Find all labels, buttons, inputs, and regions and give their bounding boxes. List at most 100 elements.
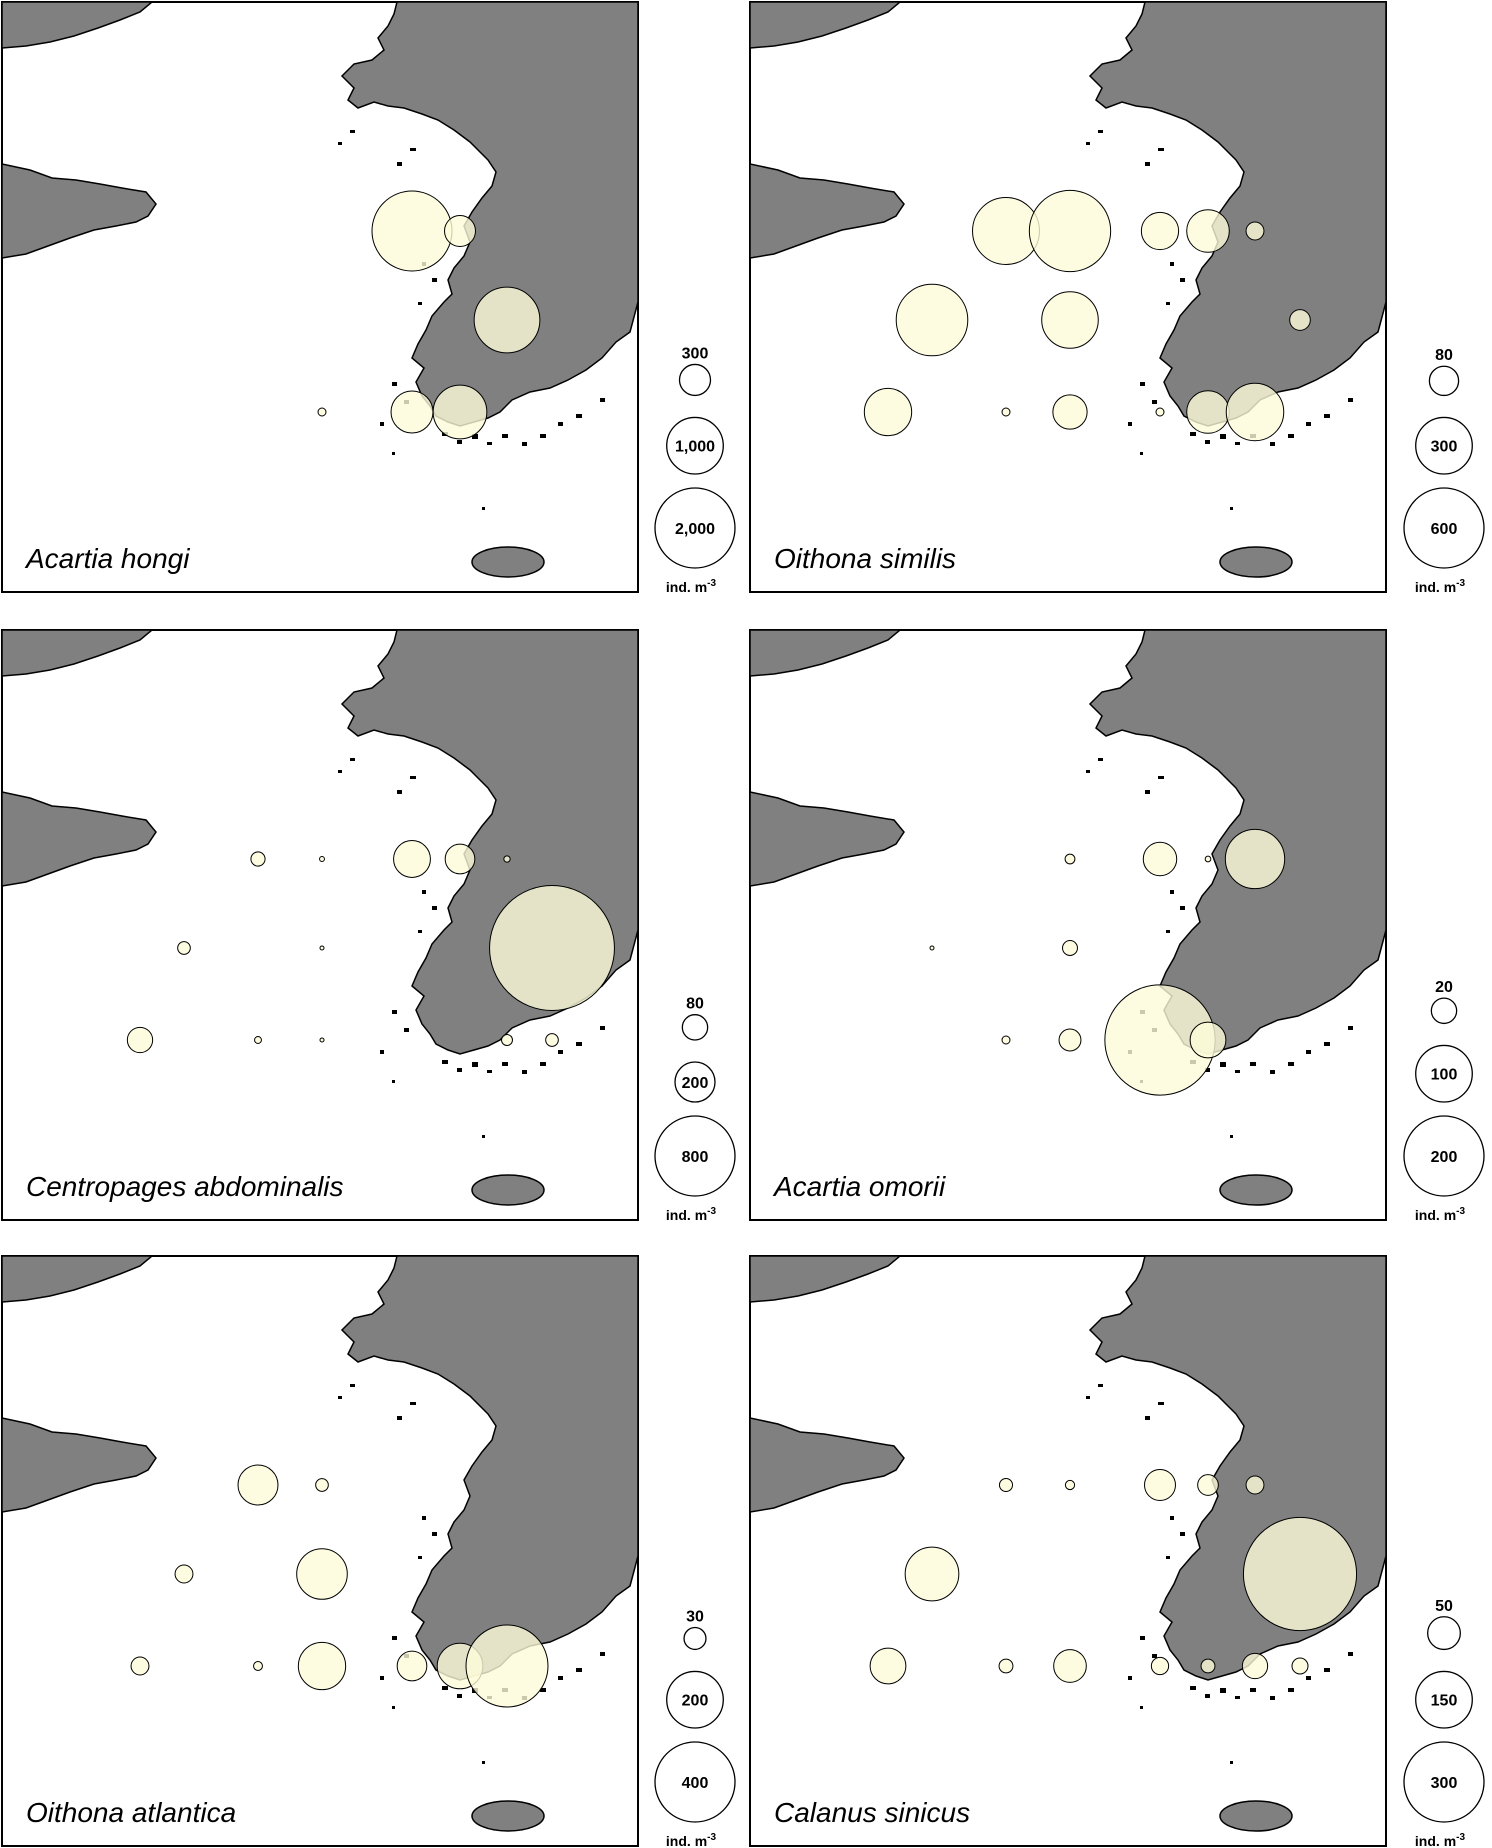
station-abundance-bubble <box>863 387 913 437</box>
station-abundance-bubble <box>489 885 615 1011</box>
legend-value: 50 <box>1435 1598 1453 1615</box>
legend-circle <box>1430 997 1458 1025</box>
legend-circle <box>1415 1670 1473 1729</box>
legend-circle <box>1403 1741 1485 1823</box>
station-abundance-bubble <box>1241 1652 1269 1680</box>
legend-circle <box>1415 416 1473 475</box>
legend-circle <box>678 363 712 397</box>
legend-unit-base: ind. m <box>666 1833 707 1848</box>
station-abundance-bubble <box>929 945 935 951</box>
station-abundance-bubble <box>1291 1657 1309 1675</box>
legend-unit-base: ind. m <box>666 1207 707 1223</box>
station-abundance-bubble <box>1245 1475 1265 1495</box>
station-abundance-bubble <box>1242 1516 1358 1632</box>
station-abundance-bubble <box>1197 1474 1219 1496</box>
legend-value: 300 <box>682 345 709 362</box>
map-panel: Calanus sinicus <box>750 1256 1386 1846</box>
legend-circle <box>654 487 736 569</box>
legend-unit-base: ind. m <box>666 579 707 595</box>
station-abundance-bubble <box>503 855 511 863</box>
station-abundance-bubble <box>1186 209 1230 253</box>
station-abundance-bubble <box>254 1036 262 1044</box>
station-abundance-bubble <box>473 286 541 354</box>
map-panel: Acartia hongi <box>2 2 638 592</box>
station-abundance-bubble <box>253 1661 263 1671</box>
map-panel: Oithona similis <box>750 2 1386 592</box>
station-abundance-bubble <box>869 1647 907 1685</box>
station-abundance-bubble <box>1245 221 1265 241</box>
station-abundance-bubble <box>396 1650 428 1682</box>
legend-unit: ind. m-3 <box>1415 1206 1466 1223</box>
station-abundance-bubble <box>1041 291 1099 349</box>
legend-unit: ind. m-3 <box>666 1206 717 1223</box>
legend-value: 2,000 <box>675 521 715 538</box>
station-abundance-bubble <box>1001 407 1011 417</box>
legend-unit: ind. m-3 <box>666 1832 717 1848</box>
station-abundance-bubble <box>444 843 476 875</box>
station-abundance-bubble <box>1155 407 1165 417</box>
legend-unit-exponent: -3 <box>1456 578 1465 589</box>
legend-circle <box>681 1014 709 1041</box>
legend-value: 1,000 <box>675 439 715 456</box>
size-legend: 30 200 400 ind. m-3 <box>654 1609 736 1848</box>
station-abundance-bubble <box>1028 189 1112 273</box>
legend-circle <box>666 416 724 475</box>
size-legend: 50 150 300 ind. m-3 <box>1403 1598 1485 1848</box>
legend-unit: ind. m-3 <box>1415 578 1466 595</box>
legend-unit: ind. m-3 <box>666 578 717 595</box>
station-abundance-bubble <box>1186 390 1230 434</box>
legend-unit-exponent: -3 <box>1456 1206 1465 1217</box>
size-legend: 20 100 200 ind. m-3 <box>1403 979 1485 1223</box>
station-abundance-bubble <box>130 1656 150 1676</box>
legend-value: 80 <box>686 996 704 1013</box>
station-abundance-bubble <box>319 856 325 862</box>
station-abundance-bubble <box>177 941 191 955</box>
station-abundance-bubble <box>317 407 327 417</box>
station-abundance-bubble <box>444 215 476 247</box>
legend-value: 100 <box>1431 1067 1458 1084</box>
size-legend: 80 200 800 ind. m-3 <box>654 996 736 1223</box>
station-abundance-bubble <box>1058 1028 1082 1052</box>
station-abundance-bubble <box>390 390 434 434</box>
legend-circle <box>1427 1616 1461 1651</box>
legend-value: 800 <box>682 1149 709 1166</box>
legend-unit-base: ind. m <box>1415 1833 1456 1848</box>
basemap <box>2 2 638 592</box>
station-abundance-bubble <box>237 1464 279 1506</box>
legend-value: 200 <box>682 1693 709 1710</box>
station-abundance-bubble <box>904 1546 960 1602</box>
map-panel: Acartia omorii <box>750 630 1386 1220</box>
species-label: Acartia hongi <box>24 543 190 574</box>
station-abundance-bubble <box>1200 1658 1216 1674</box>
legend-value: 150 <box>1431 1693 1458 1710</box>
station-abundance-bubble <box>998 1658 1014 1674</box>
station-abundance-bubble <box>998 1477 1014 1493</box>
station-abundance-bubble <box>1064 1479 1076 1491</box>
map-panel: Centropages abdominalis <box>2 630 638 1220</box>
legend-circle <box>1403 487 1485 569</box>
legend-unit-exponent: -3 <box>707 1206 716 1217</box>
species-label: Oithona atlantica <box>26 1797 236 1828</box>
legend-value: 200 <box>682 1075 709 1092</box>
size-legend: 300 1,000 2,000 ind. m-3 <box>654 345 736 595</box>
legend-circle <box>654 1741 736 1823</box>
legend-value: 300 <box>1431 1775 1458 1792</box>
legend-circle <box>1415 1044 1473 1103</box>
legend-unit-exponent: -3 <box>707 578 716 589</box>
station-abundance-bubble <box>250 851 266 867</box>
species-label: Acartia omorii <box>772 1171 946 1202</box>
station-abundance-bubble <box>1204 855 1212 863</box>
legend-unit: ind. m-3 <box>1415 1832 1466 1848</box>
station-abundance-bubble <box>1150 1656 1170 1676</box>
legend-value: 80 <box>1435 347 1453 364</box>
station-abundance-bubble <box>174 1564 194 1584</box>
size-legend: 80 300 600 ind. m-3 <box>1403 347 1485 595</box>
legend-value: 200 <box>1431 1149 1458 1166</box>
station-abundance-bubble <box>315 1478 329 1492</box>
station-abundance-bubble <box>1189 1021 1227 1059</box>
station-abundance-bubble <box>371 190 453 272</box>
legend-circle <box>666 1670 724 1729</box>
legend-unit-exponent: -3 <box>1456 1832 1465 1843</box>
station-abundance-bubble <box>393 840 431 878</box>
